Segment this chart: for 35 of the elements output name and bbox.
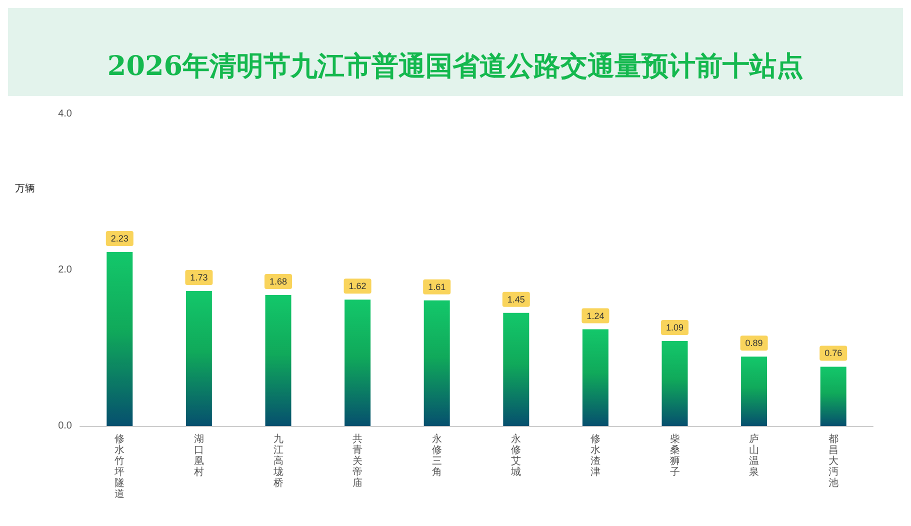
x-tick-label: 永修艾城 [510, 433, 522, 478]
y-axis-title: 万辆 [15, 182, 35, 194]
x-tick-label: 共青关帝庙 [352, 433, 363, 489]
x-tick-label: 柴桑狮子 [670, 433, 680, 478]
x-tick-label: 都昌大沔池 [828, 433, 838, 489]
data-label: 1.68 [269, 276, 288, 286]
x-tick-label: 湖口凰村 [192, 433, 204, 478]
data-label: 1.09 [666, 322, 684, 332]
bar [820, 366, 846, 426]
y-tick-label: 4.0 [58, 108, 72, 120]
data-label: 0.89 [745, 338, 763, 348]
data-label: 1.61 [428, 282, 446, 292]
bar [503, 312, 530, 426]
bar [582, 329, 608, 426]
bar [741, 356, 768, 426]
bar [106, 252, 133, 426]
data-label: 2.23 [110, 234, 128, 244]
x-tick-label: 庐山温泉 [749, 433, 760, 478]
x-tick-label: 九江高垅桥 [272, 433, 284, 489]
x-tick-label: 修水竹坪隧道 [114, 434, 125, 500]
data-label: 0.76 [824, 348, 842, 358]
bar [344, 300, 371, 426]
chart-title: 2026年清明节九江市普通国省道公路交通量预计前十站点 [107, 51, 804, 82]
x-tick-label: 永修三角 [432, 433, 442, 478]
bar [662, 340, 688, 426]
data-label: 1.62 [348, 281, 366, 292]
bar [424, 300, 450, 426]
y-tick-label: 2.0 [58, 264, 72, 276]
data-label: 1.45 [507, 294, 525, 304]
x-tick-label: 修水渣津 [590, 434, 600, 478]
y-tick-label: 0.0 [58, 420, 72, 432]
bar [186, 291, 212, 426]
data-label: 1.73 [190, 272, 208, 283]
bar [265, 294, 292, 426]
data-label: 1.24 [586, 310, 604, 321]
